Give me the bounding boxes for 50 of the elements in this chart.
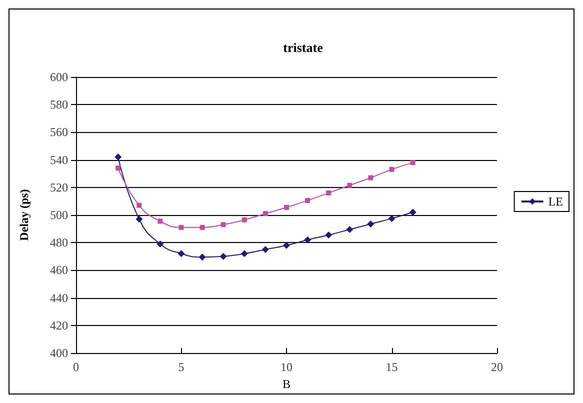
y-tick-label: 440 — [50, 290, 68, 305]
y-tick-label: 480 — [50, 236, 68, 250]
point — [158, 218, 163, 224]
point — [304, 236, 312, 244]
y-tick-label: 560 — [50, 125, 68, 140]
point — [283, 242, 290, 249]
y-tick-label: 580 — [50, 98, 68, 112]
point — [346, 226, 354, 233]
point — [240, 250, 248, 258]
y-tick-label: 500 — [50, 208, 68, 222]
point — [284, 204, 289, 210]
x-tick-label: 0 — [73, 360, 79, 374]
point — [367, 220, 374, 228]
point — [114, 154, 122, 161]
x-axis-title: B — [282, 376, 291, 391]
point — [178, 224, 184, 230]
y-tick-label: 460 — [50, 263, 68, 278]
point — [178, 250, 185, 258]
legend-label: LE — [548, 194, 564, 208]
y-tick-label: 420 — [50, 318, 68, 332]
point — [220, 222, 226, 228]
point — [200, 224, 205, 230]
y-tick-label: 520 — [50, 180, 68, 194]
point — [262, 246, 269, 253]
point — [156, 240, 164, 248]
point — [262, 211, 268, 216]
point — [198, 254, 206, 261]
y-tick-label: 600 — [50, 70, 68, 84]
point — [368, 175, 374, 180]
point — [136, 216, 143, 223]
point — [242, 217, 247, 222]
y-tick-label: 400 — [50, 346, 68, 360]
point — [325, 232, 332, 239]
y-tick-label: 540 — [50, 152, 68, 167]
point — [409, 208, 416, 216]
x-tick-label: 20 — [491, 360, 503, 374]
point — [136, 202, 142, 208]
x-tick-label: 15 — [386, 360, 398, 374]
point — [326, 190, 332, 196]
point — [220, 252, 227, 260]
point — [305, 198, 310, 204]
y-axis-title: Delay (ps) — [17, 189, 31, 241]
x-tick-label: 10 — [280, 360, 292, 374]
chart-title: tristate — [283, 40, 324, 55]
x-tick-label: 5 — [178, 360, 184, 374]
point — [389, 166, 394, 172]
point — [347, 182, 352, 188]
point — [410, 160, 416, 166]
point — [116, 166, 121, 171]
point — [388, 214, 396, 222]
